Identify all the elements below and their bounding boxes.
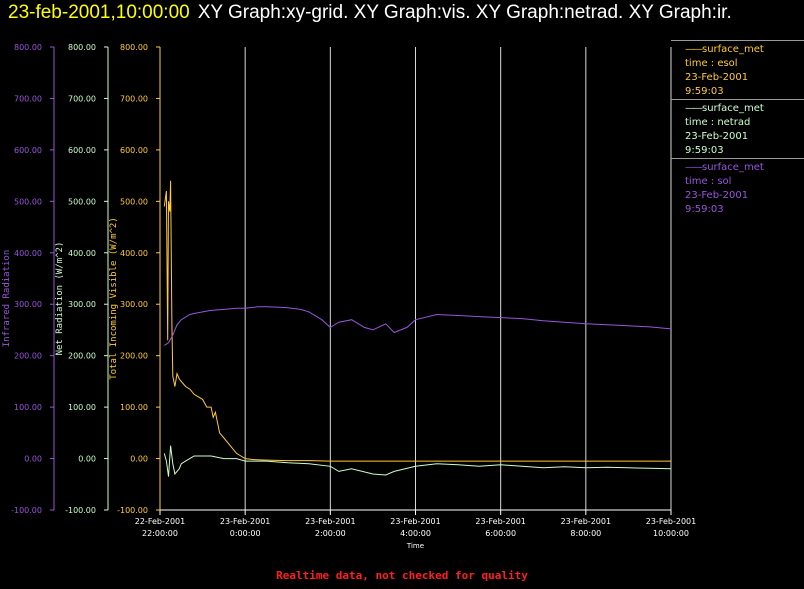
quality-warning: Realtime data, not checked for quality (276, 569, 528, 582)
y-tick-label-ir: 600.00 (14, 146, 42, 155)
x-tick-time: 2:00:00 (315, 529, 346, 538)
y-tick-label-vis: 200.00 (120, 352, 148, 361)
x-tick-date: 23-Feb-2001 (646, 517, 696, 526)
graph-title-bar: 23-feb-2001,10:00:00 XY Graph:xy-grid. XY… (8, 2, 732, 24)
y-axis-title-net: Net Radiation (W/m^2) (55, 242, 65, 356)
x-tick-time: 10:00:00 (653, 529, 689, 538)
y-tick-label-net: 400.00 (68, 249, 96, 258)
y-tick-label-net: 200.00 (68, 352, 96, 361)
y-tick-label-net: 700.00 (68, 94, 96, 103)
y-tick-label-vis: -100.00 (117, 506, 148, 515)
y-tick-label-ir: -100.00 (11, 506, 42, 515)
y-tick-label-ir: 300.00 (14, 300, 42, 309)
legend-name: surface_met (685, 161, 804, 175)
y-tick-label-vis: 100.00 (120, 403, 148, 412)
series-line-vis (163, 180, 671, 462)
y-tick-label-net: 300.00 (68, 300, 96, 309)
y-axis-title-ir: Infrared Radiation (2, 250, 12, 348)
legend-time: 9:59:03 (685, 204, 724, 215)
y-tick-label-ir: 700.00 (14, 94, 42, 103)
timestamp-title: 23-feb-2001,10:00:00 (8, 2, 190, 23)
y-tick-label-ir: 400.00 (14, 249, 42, 258)
y-tick-label-vis: 500.00 (120, 197, 148, 206)
series-line-net (163, 445, 672, 477)
y-tick-label-vis: 0.00 (130, 455, 148, 464)
y-tick-label-vis: 600.00 (120, 146, 148, 155)
y-tick-label-ir: 200.00 (14, 352, 42, 361)
x-tick-time: 4:00:00 (400, 529, 431, 538)
x-tick-time: 6:00:00 (485, 529, 516, 538)
y-tick-label-vis: 700.00 (120, 94, 148, 103)
x-tick-time: 22:00:00 (142, 529, 178, 538)
y-tick-label-ir: 100.00 (14, 403, 42, 412)
y-tick-label-net: 600.00 (68, 146, 96, 155)
x-tick-date: 23-Feb-2001 (561, 517, 611, 526)
y-tick-label-ir: 0.00 (24, 455, 42, 464)
x-tick-time: 0:00:00 (230, 529, 261, 538)
x-tick-date: 23-Feb-2001 (390, 517, 440, 526)
y-tick-label-ir: 800.00 (14, 43, 42, 52)
y-tick-label-ir: 500.00 (14, 197, 42, 206)
y-tick-label-net: 800.00 (68, 43, 96, 52)
series-line-ir (164, 306, 672, 346)
legend-name: surface_met (685, 43, 804, 57)
x-tick-date: 23-Feb-2001 (475, 517, 525, 526)
legend-time: 9:59:03 (685, 86, 724, 97)
legend-var: time : esol (685, 58, 738, 69)
legend-date: 23-Feb-2001 (685, 72, 749, 83)
y-tick-label-vis: 300.00 (120, 300, 148, 309)
legend-var: time : sol (685, 176, 732, 187)
x-tick-date: 23-Feb-2001 (305, 517, 355, 526)
y-tick-label-net: 0.00 (78, 455, 96, 464)
legend-var: time : netrad (685, 117, 751, 128)
y-tick-label-net: -100.00 (65, 506, 96, 515)
x-tick-date: 22-Feb-2001 (135, 517, 185, 526)
y-tick-label-vis: 400.00 (120, 249, 148, 258)
legend-name: surface_met (685, 102, 804, 116)
legend-date: 23-Feb-2001 (685, 190, 749, 201)
x-tick-time: 8:00:00 (570, 529, 601, 538)
y-tick-label-net: 100.00 (68, 403, 96, 412)
y-tick-label-net: 500.00 (68, 197, 96, 206)
x-axis-label: Time (406, 542, 424, 550)
y-axis-title-vis: Total Incoming Visible (W/m^2) (109, 217, 119, 380)
graph-names-title: XY Graph:xy-grid. XY Graph:vis. XY Graph… (197, 2, 732, 23)
legend-time: 9:59:03 (685, 145, 724, 156)
x-tick-date: 23-Feb-2001 (220, 517, 270, 526)
y-tick-label-vis: 800.00 (120, 43, 148, 52)
legend-date: 23-Feb-2001 (685, 131, 749, 142)
